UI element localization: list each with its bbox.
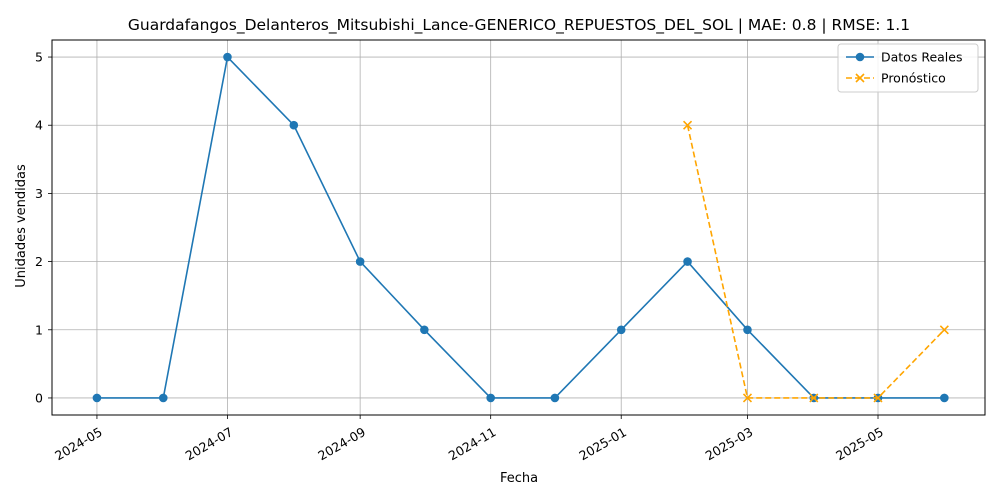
data-point xyxy=(809,393,819,403)
y-tick-label: 2 xyxy=(35,254,43,269)
data-point xyxy=(550,393,560,403)
data-point xyxy=(616,325,626,335)
legend: Datos Reales Pronóstico xyxy=(837,43,979,93)
data-point xyxy=(682,120,693,130)
data-point xyxy=(743,325,752,335)
legend-label: Pronóstico xyxy=(881,71,946,86)
x-tick-label: 2024-11 xyxy=(446,424,499,463)
y-tick-label: 5 xyxy=(35,50,43,65)
chart-title: Guardafangos_Delanteros_Mitsubishi_Lance… xyxy=(128,16,910,35)
x-tick-label: 2024-07 xyxy=(183,424,236,463)
x-tick-label: 2024-09 xyxy=(315,424,368,463)
data-point xyxy=(683,257,692,266)
data-point xyxy=(223,52,232,62)
data-point xyxy=(158,393,168,403)
data-point xyxy=(940,393,949,403)
series-line-0 xyxy=(96,55,945,399)
data-point xyxy=(873,393,883,403)
x-tick-label: 2025-03 xyxy=(703,424,756,463)
series-layer xyxy=(92,52,949,403)
data-point xyxy=(92,393,102,403)
x-tick-label: 2025-05 xyxy=(833,424,886,463)
x-tick-label: 2024-05 xyxy=(52,424,105,463)
data-point xyxy=(355,257,365,266)
plot-frame xyxy=(51,39,986,416)
y-axis-label: Unidades vendidas xyxy=(14,164,29,288)
grid xyxy=(52,40,985,415)
legend-marker xyxy=(855,73,865,83)
y-tick-label: 0 xyxy=(35,390,43,405)
data-point xyxy=(486,393,495,403)
data-point xyxy=(420,325,429,335)
x-tick-label: 2025-01 xyxy=(576,424,629,463)
legend-label: Datos Reales xyxy=(881,50,962,65)
x-axis-label: Fecha xyxy=(500,471,538,486)
y-tick-label: 4 xyxy=(35,118,43,133)
data-point xyxy=(939,325,949,335)
legend-box xyxy=(837,43,979,93)
data-point xyxy=(289,120,299,130)
legend-marker xyxy=(855,52,865,62)
data-point xyxy=(742,393,753,403)
y-tick-label: 1 xyxy=(35,322,43,337)
y-tick-label: 3 xyxy=(35,186,43,201)
